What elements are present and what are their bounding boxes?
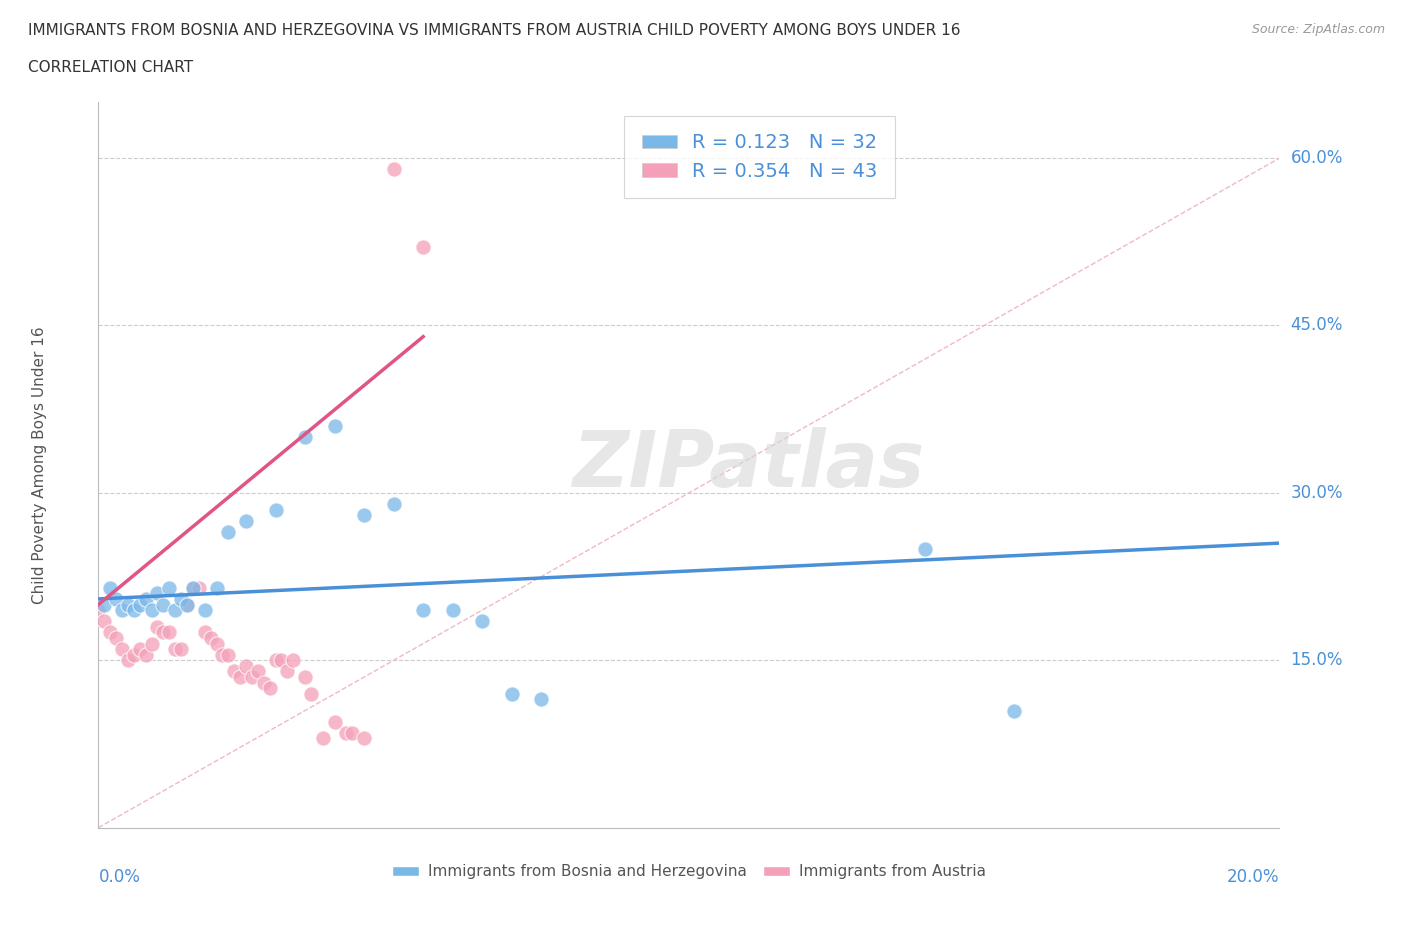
Point [176,597,198,612]
Point [111,603,134,618]
Point [229,670,252,684]
Point [157,580,180,595]
Point [264,653,287,668]
Point [105,631,128,645]
Point [283,653,305,668]
Point [382,162,405,177]
Point [194,603,217,618]
Point [441,603,464,618]
Point [217,647,239,662]
Point [235,513,257,528]
Point [312,731,335,746]
Point [276,664,298,679]
Point [294,670,316,684]
Point [530,692,553,707]
Text: 60.0%: 60.0% [1291,149,1343,167]
Point [217,525,239,539]
Point [135,591,157,606]
Point [141,603,163,618]
Point [211,647,233,662]
Point [914,541,936,556]
Point [323,418,346,433]
Point [187,580,209,595]
Text: 20.0%: 20.0% [1227,868,1279,885]
Point [264,502,287,517]
Point [98,580,121,595]
Point [111,642,134,657]
Point [323,714,346,729]
Point [152,597,174,612]
Point [117,597,139,612]
Text: CORRELATION CHART: CORRELATION CHART [28,60,193,75]
Point [382,497,405,512]
Point [471,614,494,629]
Text: Child Poverty Among Boys Under 16: Child Poverty Among Boys Under 16 [32,326,46,604]
Point [200,631,222,645]
Point [412,240,434,255]
Point [259,681,281,696]
Point [117,653,139,668]
Point [146,619,169,634]
Text: 15.0%: 15.0% [1291,651,1343,670]
Point [122,603,145,618]
Point [157,625,180,640]
Point [224,664,246,679]
Point [165,603,187,618]
Point [146,586,169,601]
Point [141,636,163,651]
Text: 0.0%: 0.0% [98,868,141,885]
Point [128,642,150,657]
Point [253,675,276,690]
Text: 45.0%: 45.0% [1291,316,1343,335]
Point [93,597,115,612]
Point [152,625,174,640]
Point [299,686,322,701]
Legend: Immigrants from Bosnia and Herzegovina, Immigrants from Austria: Immigrants from Bosnia and Herzegovina, … [385,858,993,885]
Point [93,614,115,629]
Point [294,430,316,445]
Point [270,653,292,668]
Point [122,647,145,662]
Point [165,642,187,657]
Point [1002,703,1025,718]
Point [235,658,257,673]
Point [205,580,228,595]
Text: Source: ZipAtlas.com: Source: ZipAtlas.com [1251,23,1385,36]
Point [105,591,128,606]
Point [87,603,110,618]
Point [353,731,375,746]
Point [412,603,434,618]
Point [194,625,217,640]
Point [135,647,157,662]
Point [176,597,198,612]
Point [246,664,269,679]
Point [342,725,364,740]
Point [205,636,228,651]
Point [181,580,204,595]
Text: ZIPatlas: ZIPatlas [572,427,924,503]
Point [353,508,375,523]
Point [98,625,121,640]
Point [128,597,150,612]
Point [240,670,263,684]
Point [501,686,523,701]
Text: IMMIGRANTS FROM BOSNIA AND HERZEGOVINA VS IMMIGRANTS FROM AUSTRIA CHILD POVERTY : IMMIGRANTS FROM BOSNIA AND HERZEGOVINA V… [28,23,960,38]
Point [170,642,193,657]
Point [170,591,193,606]
Point [181,580,204,595]
Text: 30.0%: 30.0% [1291,484,1343,502]
Point [335,725,357,740]
